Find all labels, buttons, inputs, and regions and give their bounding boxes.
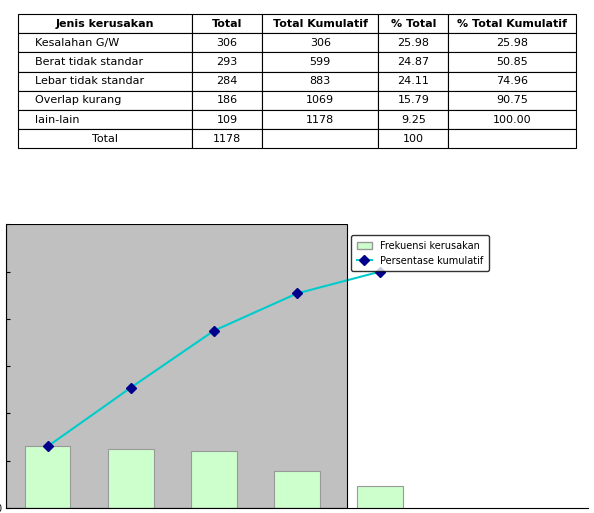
Bar [191,451,236,508]
Bar [24,446,70,508]
Bar [108,449,153,508]
Bar [357,486,403,508]
Bar [6,224,347,508]
Bar [6,224,347,508]
Legend: Frekuensi kerusakan, Persentase kumulatif: Frekuensi kerusakan, Persentase kumulati… [351,235,489,271]
Bar [274,470,320,508]
